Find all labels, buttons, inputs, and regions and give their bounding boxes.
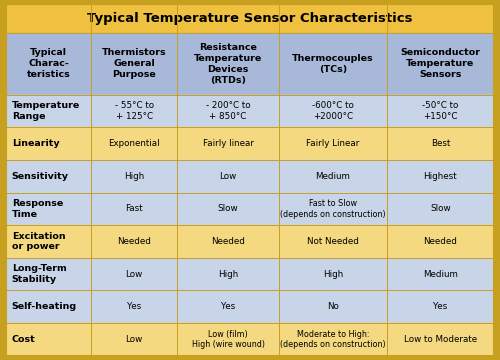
Bar [177,33,280,95]
Text: - 55°C to
+ 125°C: - 55°C to + 125°C [114,101,154,121]
Text: Response
Time: Response Time [12,199,63,219]
Bar [177,291,280,323]
Text: Long-Term
Stability: Long-Term Stability [12,264,66,284]
Bar [280,33,386,95]
Bar [177,95,280,127]
Bar [386,323,494,356]
Bar [177,225,280,258]
Bar [92,160,177,193]
Bar [177,323,280,356]
Text: Fast: Fast [126,204,143,213]
Bar [386,258,494,291]
Text: Slow: Slow [430,204,450,213]
Text: Not Needed: Not Needed [307,237,359,246]
Bar [92,291,177,323]
Bar [92,33,177,95]
Bar [6,160,91,193]
Text: High: High [323,270,343,279]
Text: Typical Temperature Sensor Characteristics: Typical Temperature Sensor Characteristi… [88,12,413,25]
Text: Needed: Needed [424,237,458,246]
Text: Fairly Linear: Fairly Linear [306,139,360,148]
Text: Cost: Cost [12,335,36,344]
Text: Thermistors
General
Purpose: Thermistors General Purpose [102,48,166,80]
Bar [386,33,494,95]
Text: Needed: Needed [117,237,151,246]
Bar [92,95,177,127]
Bar [92,323,177,356]
Text: No: No [327,302,339,311]
Bar [177,193,280,225]
Text: Sensitivity: Sensitivity [12,172,69,181]
Bar [386,193,494,225]
Text: Typical
Charac-
teristics: Typical Charac- teristics [27,48,70,80]
Text: Exponential: Exponential [108,139,160,148]
Text: Medium: Medium [316,172,350,181]
Text: High: High [218,270,238,279]
Bar [6,258,91,291]
Bar [386,225,494,258]
Bar [280,291,386,323]
Bar [92,258,177,291]
Text: Excitation
or power: Excitation or power [12,232,66,251]
Bar [6,225,91,258]
Bar [280,258,386,291]
Text: -50°C to
+150°C: -50°C to +150°C [422,101,459,121]
Text: Thermocouples
(TCs): Thermocouples (TCs) [292,54,374,74]
Text: Low: Low [126,270,142,279]
Text: - 200°C to
+ 850°C: - 200°C to + 850°C [206,101,250,121]
Bar [6,33,91,95]
Bar [6,4,494,33]
Text: -600°C to
+2000°C: -600°C to +2000°C [312,101,354,121]
Bar [92,193,177,225]
Bar [6,127,91,160]
Bar [6,291,91,323]
Bar [92,127,177,160]
Text: Low: Low [220,172,236,181]
Bar [177,127,280,160]
Bar [280,193,386,225]
Bar [6,193,91,225]
Bar [386,291,494,323]
Bar [386,127,494,160]
Text: Highest: Highest [424,172,457,181]
Text: Self-heating: Self-heating [12,302,77,311]
Text: Fairly linear: Fairly linear [202,139,254,148]
Text: Semiconductor
Temperature
Sensors: Semiconductor Temperature Sensors [400,48,480,80]
Bar [280,160,386,193]
Bar [92,225,177,258]
Text: Needed: Needed [211,237,245,246]
Text: Temperature
Range: Temperature Range [12,101,80,121]
Text: Medium: Medium [423,270,458,279]
Bar [280,95,386,127]
Text: Fast to Slow
(depends on construction): Fast to Slow (depends on construction) [280,199,386,219]
Text: Resistance
Temperature
Devices
(RTDs): Resistance Temperature Devices (RTDs) [194,43,262,85]
Text: Low (film)
High (wire wound): Low (film) High (wire wound) [192,330,264,349]
Text: Yes: Yes [127,302,141,311]
Text: Yes: Yes [221,302,235,311]
Bar [280,127,386,160]
Text: Yes: Yes [433,302,448,311]
Text: Moderate to High:
(depends on construction): Moderate to High: (depends on constructi… [280,330,386,349]
Bar [280,323,386,356]
Bar [386,95,494,127]
Text: High: High [124,172,144,181]
Bar [386,160,494,193]
Text: Best: Best [430,139,450,148]
Text: Low to Moderate: Low to Moderate [404,335,477,344]
Bar [177,160,280,193]
Bar [6,323,91,356]
Text: Slow: Slow [218,204,238,213]
Bar [177,258,280,291]
Bar [280,225,386,258]
Text: Low: Low [126,335,142,344]
Bar [6,95,91,127]
Text: Linearity: Linearity [12,139,60,148]
